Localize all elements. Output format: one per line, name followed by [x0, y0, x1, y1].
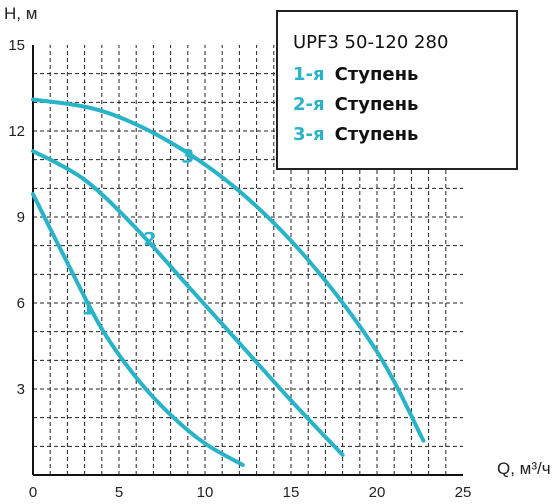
y-tick-label: 3	[17, 381, 25, 398]
x-axis-title: Q, м³/ч	[497, 459, 551, 478]
x-tick-label: 25	[455, 484, 472, 501]
legend-entry-1: 1-я Ступень	[293, 64, 418, 85]
y-tick-label: 9	[17, 209, 25, 226]
x-tick-label: 5	[115, 484, 123, 501]
legend-entry-1-num: 1-я	[293, 64, 325, 85]
legend-box	[276, 10, 518, 170]
curve-3	[31, 97, 426, 443]
y-tick-label: 6	[17, 295, 25, 312]
curve-2-label: 2	[143, 229, 156, 251]
curve-3-label: 3	[181, 146, 194, 168]
legend-entry-1-word: Ступень	[335, 64, 419, 85]
legend-entry-3: 3-я Ступень	[293, 124, 418, 145]
x-tick-label: 0	[29, 484, 37, 501]
y-tick-label: 12	[8, 123, 25, 140]
y-tick-label: 15	[8, 37, 25, 54]
y-axis-title: H, м	[4, 4, 37, 23]
curves: 1 2 3	[31, 97, 426, 467]
x-tick-label: 15	[283, 484, 300, 501]
x-tick-label: 20	[369, 484, 386, 501]
legend: UPF3 50-120 280 1-я Ступень 2-я Ступень …	[276, 10, 518, 170]
axes	[32, 45, 463, 476]
x-tick-label: 10	[197, 484, 214, 501]
legend-title: UPF3 50-120 280	[293, 32, 448, 53]
legend-entry-3-word: Ступень	[335, 124, 419, 145]
legend-entry-3-num: 3-я	[293, 124, 325, 145]
curve-2	[31, 149, 345, 457]
curve-1-label: 1	[81, 297, 94, 319]
curve-1	[31, 192, 245, 467]
legend-entry-2: 2-я Ступень	[293, 94, 418, 115]
legend-entry-2-word: Ступень	[335, 94, 419, 115]
legend-entry-2-num: 2-я	[293, 94, 325, 115]
